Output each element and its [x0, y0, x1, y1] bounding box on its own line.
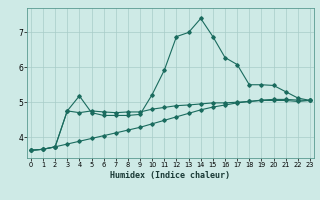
X-axis label: Humidex (Indice chaleur): Humidex (Indice chaleur) [110, 171, 230, 180]
